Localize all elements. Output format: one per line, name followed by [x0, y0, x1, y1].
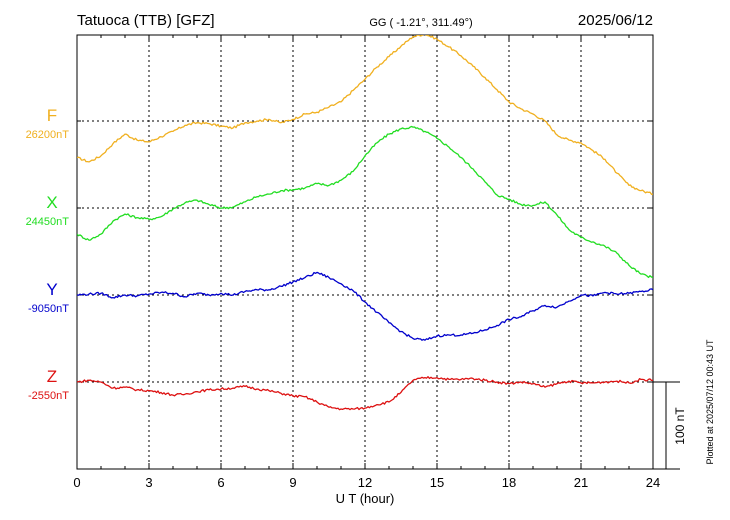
traces [77, 35, 653, 411]
x-tick-label: 24 [646, 475, 660, 490]
series-baseline-label-z: -2550nT [28, 390, 69, 402]
x-tick-label: 9 [289, 475, 296, 490]
series-line-z [77, 376, 653, 411]
x-tick-label: 18 [502, 475, 516, 490]
x-tick-label: 15 [430, 475, 444, 490]
series-baseline-label-f: 26200nT [26, 129, 70, 141]
series-name-z: Z [47, 367, 57, 386]
series-labels: F 26200nT X 24450nT Y -9050nT Z -2550nT [26, 106, 70, 402]
x-tick-label: 21 [574, 475, 588, 490]
series-line-f [77, 35, 653, 195]
x-tick-label: 12 [358, 475, 372, 490]
series-line-y [77, 271, 653, 341]
scale-bar-label: 100 nT [673, 407, 687, 445]
series-baseline-label-y: -9050nT [28, 303, 69, 315]
series-name-f: F [47, 106, 57, 125]
x-axis-label: U T (hour) [336, 491, 395, 506]
station-title: Tatuoca (TTB) [GFZ] [77, 12, 215, 29]
x-tick-label: 0 [73, 475, 80, 490]
scale-bar: 100 nT [653, 381, 687, 470]
x-tick-label: 6 [217, 475, 224, 490]
grid [77, 35, 653, 469]
series-baseline-label-x: 24450nT [26, 216, 70, 228]
series-name-x: X [46, 193, 57, 212]
x-tick-label: 3 [145, 475, 152, 490]
series-name-y: Y [46, 280, 57, 299]
x-axis-ticks: 0 3 6 9 12 15 18 21 24 [73, 35, 660, 490]
series-line-x [77, 125, 653, 279]
coordinates-label: GG ( -1.21°, 311.49°) [369, 17, 472, 29]
date-label: 2025/06/12 [578, 12, 653, 29]
plotted-at-note: Plotted at 2025/07/12 00:43 UT [705, 339, 715, 465]
